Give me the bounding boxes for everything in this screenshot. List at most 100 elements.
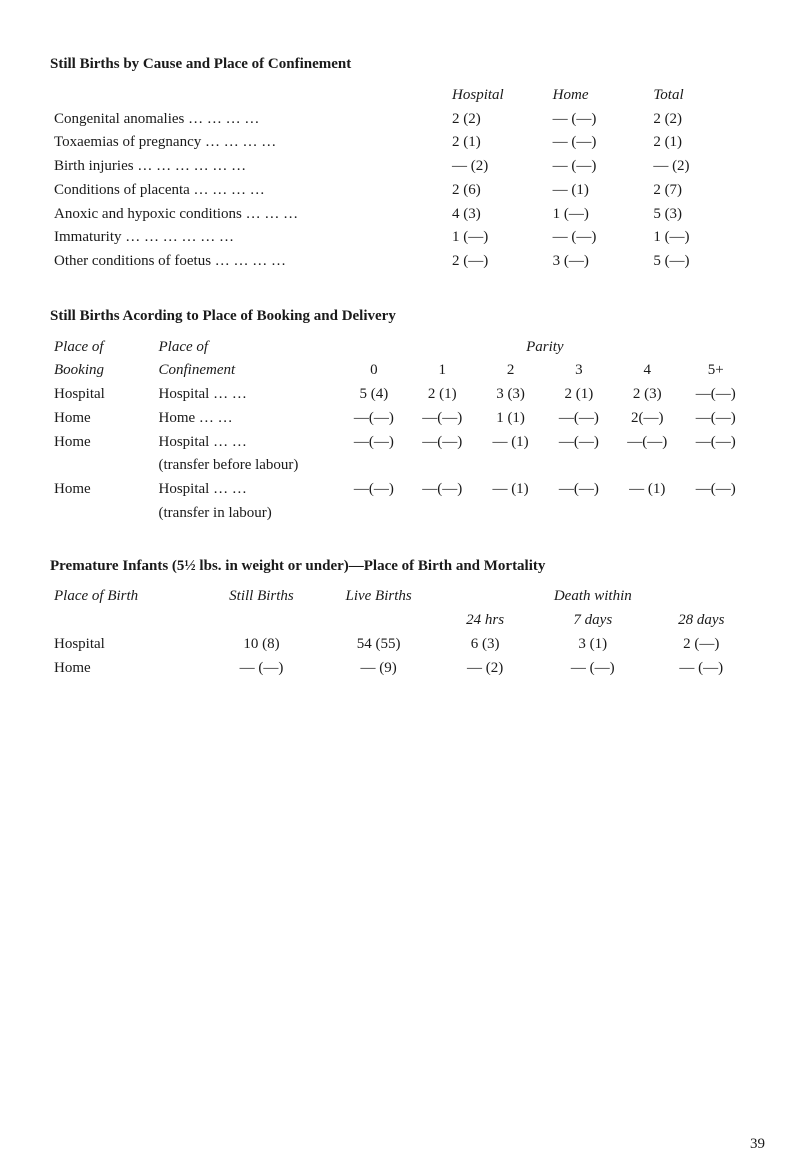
cell-parity: 1 (1): [476, 407, 544, 431]
header-hospital: Hospital: [448, 84, 549, 108]
cell-hospital: — (2): [448, 155, 549, 179]
cell-parity: —(—): [545, 431, 613, 455]
parity-4: 4: [613, 359, 681, 383]
cell-parity: 2 (3): [613, 383, 681, 407]
cell-booking: [50, 454, 155, 478]
cell-place: Hospital: [50, 633, 203, 657]
table-row: Congenital anomalies … … … …2 (2)— (—)2 …: [50, 108, 750, 132]
parity-5: 5+: [681, 359, 750, 383]
cell-home: — (—): [549, 226, 650, 250]
parity-2: 2: [476, 359, 544, 383]
cell-parity: —(—): [340, 478, 408, 502]
cell-parity: [681, 502, 750, 526]
table-stillbirths-booking: Place of Place of Parity Booking Confine…: [50, 336, 750, 526]
cell-parity: [476, 502, 544, 526]
table-row: HomeHospital … …—(—)—(—)— (1)—(—)— (1)—(…: [50, 478, 750, 502]
cell-live: — (9): [320, 657, 437, 681]
cell-total: 2 (7): [649, 179, 750, 203]
parity-1: 1: [408, 359, 476, 383]
header-place-of-conf: Place of: [155, 336, 340, 360]
cell-24hrs: 6 (3): [437, 633, 533, 657]
header-28days: 28 days: [653, 609, 750, 633]
cell-parity: —(—): [681, 383, 750, 407]
cell-booking: Hospital: [50, 383, 155, 407]
table-row: HomeHome … …—(—)—(—)1 (1)—(—)2(—)—(—): [50, 407, 750, 431]
section3-title: Premature Infants (5½ lbs. in weight or …: [50, 556, 750, 578]
cell-total: 5 (—): [649, 250, 750, 274]
cell-confinement: (transfer before labour): [155, 454, 340, 478]
table-row: Other conditions of foetus … … … …2 (—)3…: [50, 250, 750, 274]
header-place-birth: Place of Birth: [50, 585, 203, 609]
cell-confinement: Hospital … …: [155, 383, 340, 407]
cell-parity: — (1): [476, 431, 544, 455]
cell-parity: [408, 502, 476, 526]
row-label: Birth injuries … … … … … …: [50, 155, 448, 179]
header-booking: Booking: [50, 359, 155, 383]
table-row: (transfer before labour): [50, 454, 750, 478]
cell-parity: [545, 454, 613, 478]
header-still-births: Still Births: [203, 585, 320, 609]
cell-parity: 2 (1): [545, 383, 613, 407]
cell-7days: 3 (1): [533, 633, 653, 657]
cell-home: 3 (—): [549, 250, 650, 274]
cell-still: — (—): [203, 657, 320, 681]
cell-home: — (—): [549, 108, 650, 132]
cell-parity: —(—): [545, 407, 613, 431]
cell-parity: —(—): [408, 431, 476, 455]
table-row: Birth injuries … … … … … …— (2)— (—)— (2…: [50, 155, 750, 179]
parity-0: 0: [340, 359, 408, 383]
cell-parity: [340, 454, 408, 478]
cell-24hrs: — (2): [437, 657, 533, 681]
table-row: HospitalHospital … …5 (4)2 (1)3 (3)2 (1)…: [50, 383, 750, 407]
cell-booking: Home: [50, 478, 155, 502]
cell-28days: 2 (—): [653, 633, 750, 657]
cell-hospital: 2 (6): [448, 179, 549, 203]
table-row: Home— (—)— (9)— (2)— (—)— (—): [50, 657, 750, 681]
parity-3: 3: [545, 359, 613, 383]
cell-hospital: 2 (—): [448, 250, 549, 274]
cell-booking: [50, 502, 155, 526]
cell-parity: —(—): [681, 431, 750, 455]
header-7days: 7 days: [533, 609, 653, 633]
cell-home: — (1): [549, 179, 650, 203]
row-label: Other conditions of foetus … … … …: [50, 250, 448, 274]
cell-parity: 3 (3): [476, 383, 544, 407]
cell-parity: [681, 454, 750, 478]
cell-parity: [613, 454, 681, 478]
table-row: Conditions of placenta … … … …2 (6)— (1)…: [50, 179, 750, 203]
cell-confinement: Hospital … …: [155, 431, 340, 455]
cell-hospital: 1 (—): [448, 226, 549, 250]
cell-parity: [340, 502, 408, 526]
row-label: Conditions of placenta … … … …: [50, 179, 448, 203]
cell-parity: —(—): [681, 407, 750, 431]
cell-hospital: 2 (2): [448, 108, 549, 132]
cell-parity: —(—): [408, 407, 476, 431]
header-live-births: Live Births: [320, 585, 437, 609]
section1-title: Still Births by Cause and Place of Confi…: [50, 54, 750, 76]
cell-live: 54 (55): [320, 633, 437, 657]
cell-confinement: (transfer in labour): [155, 502, 340, 526]
cell-total: 1 (—): [649, 226, 750, 250]
table-row: Immaturity … … … … … …1 (—)— (—)1 (—): [50, 226, 750, 250]
cell-parity: [545, 502, 613, 526]
cell-total: 5 (3): [649, 203, 750, 227]
cell-parity: —(—): [613, 431, 681, 455]
cell-confinement: Home … …: [155, 407, 340, 431]
cell-confinement: Hospital … …: [155, 478, 340, 502]
header-parity: Parity: [526, 339, 564, 355]
page-number: 39: [750, 1134, 765, 1156]
cell-28days: — (—): [653, 657, 750, 681]
cell-parity: [408, 454, 476, 478]
cell-parity: — (1): [476, 478, 544, 502]
cell-hospital: 4 (3): [448, 203, 549, 227]
cell-still: 10 (8): [203, 633, 320, 657]
cell-home: — (—): [549, 155, 650, 179]
cell-parity: 2(—): [613, 407, 681, 431]
cell-parity: —(—): [681, 478, 750, 502]
cell-7days: — (—): [533, 657, 653, 681]
header-death-within: Death within: [533, 585, 653, 609]
cell-place: Home: [50, 657, 203, 681]
header-total: Total: [649, 84, 750, 108]
cell-parity: 5 (4): [340, 383, 408, 407]
table-row: Hospital10 (8)54 (55)6 (3)3 (1)2 (—): [50, 633, 750, 657]
